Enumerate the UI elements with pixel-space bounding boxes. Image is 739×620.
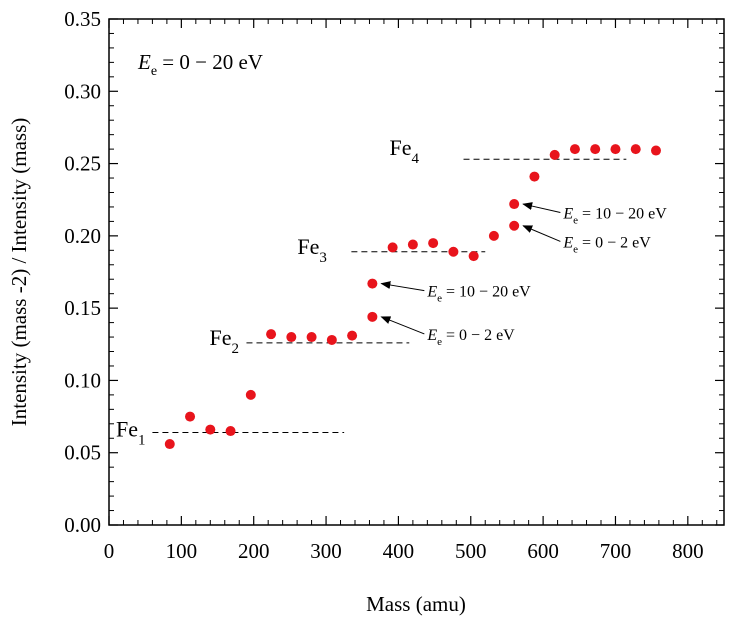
y-tick-label: 0.05 bbox=[64, 441, 101, 465]
data-point bbox=[266, 329, 277, 340]
data-point bbox=[306, 332, 317, 343]
data-point bbox=[468, 251, 479, 262]
condition-text: = 0 − 20 eV bbox=[157, 50, 263, 74]
data-point bbox=[630, 144, 641, 155]
annotation-arrow bbox=[522, 202, 561, 213]
data-point bbox=[367, 278, 378, 289]
data-point bbox=[509, 220, 520, 231]
level-label-fe2: Fe2 bbox=[209, 325, 239, 357]
x-tick-label: 300 bbox=[310, 539, 342, 563]
x-axis-title: Mass (amu) bbox=[366, 592, 466, 616]
y-axis-title: Intensity (mass -2) / Intensity (mass) bbox=[7, 118, 31, 427]
annotation-arrow bbox=[380, 281, 425, 292]
y-tick-label: 0.15 bbox=[64, 296, 101, 320]
data-point bbox=[185, 411, 196, 422]
annotation-arrow bbox=[522, 225, 561, 242]
data-point bbox=[387, 242, 398, 253]
annotation-arrow bbox=[380, 316, 425, 335]
level-label-fe1: Fe1 bbox=[116, 416, 146, 448]
x-tick-label: 200 bbox=[238, 539, 270, 563]
annotation-label: Ee = 0 − 2 eV bbox=[426, 327, 515, 348]
data-point bbox=[610, 144, 621, 155]
data-point bbox=[509, 199, 520, 210]
level-label-fe4: Fe4 bbox=[390, 135, 420, 167]
y-tick-label: 0.35 bbox=[64, 7, 101, 31]
data-point bbox=[549, 149, 560, 160]
level-label-fe3: Fe3 bbox=[297, 234, 327, 266]
condition-label: Ee = 0 − 20 eV bbox=[137, 50, 263, 79]
data-point bbox=[448, 246, 459, 257]
data-point bbox=[407, 239, 418, 250]
data-point bbox=[225, 426, 236, 437]
data-point bbox=[347, 330, 358, 341]
y-tick-label: 0.10 bbox=[64, 368, 101, 392]
x-tick-label: 400 bbox=[383, 539, 415, 563]
x-tick-label: 700 bbox=[600, 539, 632, 563]
annotation-label: Ee = 0 − 2 eV bbox=[562, 234, 651, 255]
x-tick-label: 600 bbox=[527, 539, 559, 563]
data-point bbox=[590, 144, 601, 155]
data-point bbox=[569, 144, 580, 155]
annotation-label: Ee = 10 − 20 eV bbox=[562, 206, 667, 227]
y-tick-label: 0.30 bbox=[64, 79, 101, 103]
x-tick-label: 0 bbox=[104, 539, 115, 563]
y-tick-label: 0.20 bbox=[64, 224, 101, 248]
x-tick-label: 800 bbox=[672, 539, 704, 563]
plot-frame bbox=[108, 18, 725, 526]
data-point bbox=[164, 439, 175, 450]
annotation-label: Ee = 10 − 20 eV bbox=[426, 284, 531, 305]
x-tick-label: 100 bbox=[166, 539, 198, 563]
data-point bbox=[205, 424, 216, 435]
condition-symbol: E bbox=[137, 50, 151, 74]
data-point bbox=[326, 334, 337, 345]
data-point bbox=[529, 171, 540, 182]
data-point bbox=[650, 145, 661, 156]
x-tick-label: 500 bbox=[455, 539, 487, 563]
data-point bbox=[367, 311, 378, 322]
data-point bbox=[245, 389, 256, 400]
y-tick-label: 0.25 bbox=[64, 152, 101, 176]
condition-sub: e bbox=[151, 64, 157, 79]
data-point bbox=[428, 238, 439, 249]
data-point bbox=[488, 230, 499, 241]
data-point bbox=[286, 332, 297, 343]
y-tick-label: 0.00 bbox=[64, 513, 101, 537]
